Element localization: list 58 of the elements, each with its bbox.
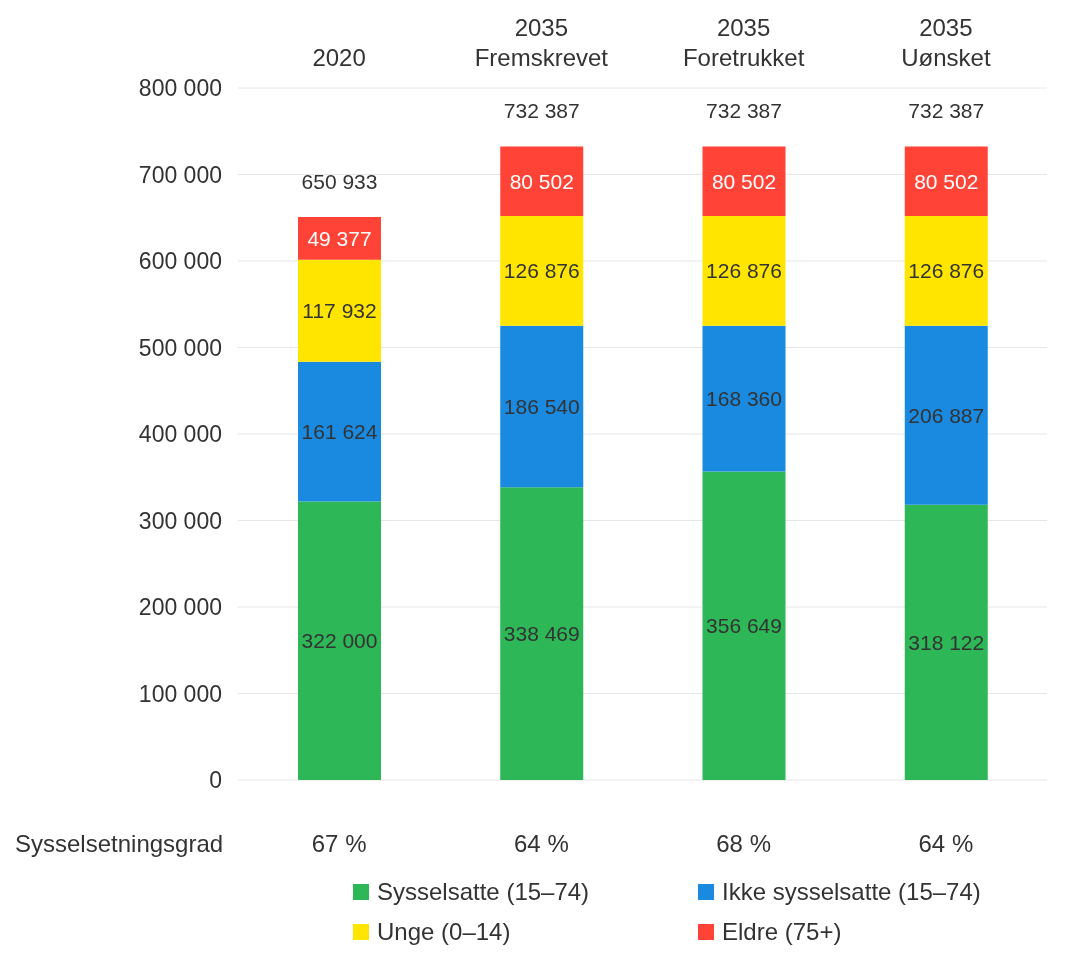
data-label: 318 122 xyxy=(908,630,985,654)
text: 64 % xyxy=(917,830,975,858)
bar xyxy=(702,325,786,472)
legend-label: Unge (0–14) xyxy=(376,918,512,946)
data-label: 356 649 xyxy=(706,614,782,638)
data-label: 80 502 xyxy=(509,169,574,193)
data-label: 161 624 xyxy=(301,420,378,444)
y-tick-label: 100 000 xyxy=(138,680,222,707)
bar xyxy=(904,146,988,217)
text: 67 % xyxy=(310,830,368,858)
x-tick-label: 2035 Foretrukket xyxy=(682,14,805,71)
data-label: 338 469 xyxy=(503,622,580,646)
legend-label: Sysselsatte (15–74) xyxy=(376,878,591,906)
data-label: 168 360 xyxy=(706,387,782,411)
text: 64 % xyxy=(513,830,570,858)
bar xyxy=(298,501,381,780)
x-tick-label: 2035 Fremskrevet xyxy=(474,14,609,71)
total-label: 650 933 xyxy=(301,169,378,193)
bar xyxy=(904,325,988,505)
bar xyxy=(702,216,786,326)
y-tick-label: 200 000 xyxy=(138,594,222,621)
y-tick-label: 800 000 xyxy=(138,75,222,102)
data-label: 322 000 xyxy=(301,629,378,653)
y-tick-label: 700 000 xyxy=(138,161,222,188)
data-label: 126 876 xyxy=(908,259,985,283)
data-label: 126 876 xyxy=(706,259,782,283)
bar xyxy=(702,471,786,780)
bar xyxy=(904,216,988,326)
bar xyxy=(702,146,786,217)
data-label: 80 502 xyxy=(914,169,979,193)
bar xyxy=(298,361,381,502)
total-label: 732 387 xyxy=(503,99,580,123)
data-label: 80 502 xyxy=(711,169,777,193)
y-tick-label: 0 xyxy=(209,767,222,794)
text: 68 % xyxy=(715,830,772,858)
bar xyxy=(500,325,584,488)
bar xyxy=(500,216,584,326)
x-tick-label: 2020 xyxy=(312,44,366,71)
bar xyxy=(500,487,584,780)
bar xyxy=(500,146,584,217)
data-label: 186 540 xyxy=(503,395,580,418)
x-tick-label: 2035 Uønsket xyxy=(901,14,991,71)
legend-label: Eldre (75+) xyxy=(721,918,843,946)
total-label: 732 387 xyxy=(706,99,782,123)
total-label: 732 387 xyxy=(908,99,985,123)
y-tick-label: 400 000 xyxy=(138,421,222,448)
bar xyxy=(298,216,381,260)
legend-label: Ikke sysselsatte (15–74) xyxy=(721,878,982,906)
y-tick-label: 600 000 xyxy=(138,248,222,275)
bar xyxy=(298,259,381,362)
bar xyxy=(904,504,988,780)
y-tick-label: 500 000 xyxy=(138,334,222,361)
data-label: 117 932 xyxy=(302,299,377,323)
data-label: 206 887 xyxy=(908,403,985,427)
text: Sysselsetningsgrad xyxy=(15,830,224,858)
y-tick-label: 300 000 xyxy=(138,507,222,534)
data-label: 126 876 xyxy=(503,259,580,283)
data-label: 49 377 xyxy=(307,226,372,250)
